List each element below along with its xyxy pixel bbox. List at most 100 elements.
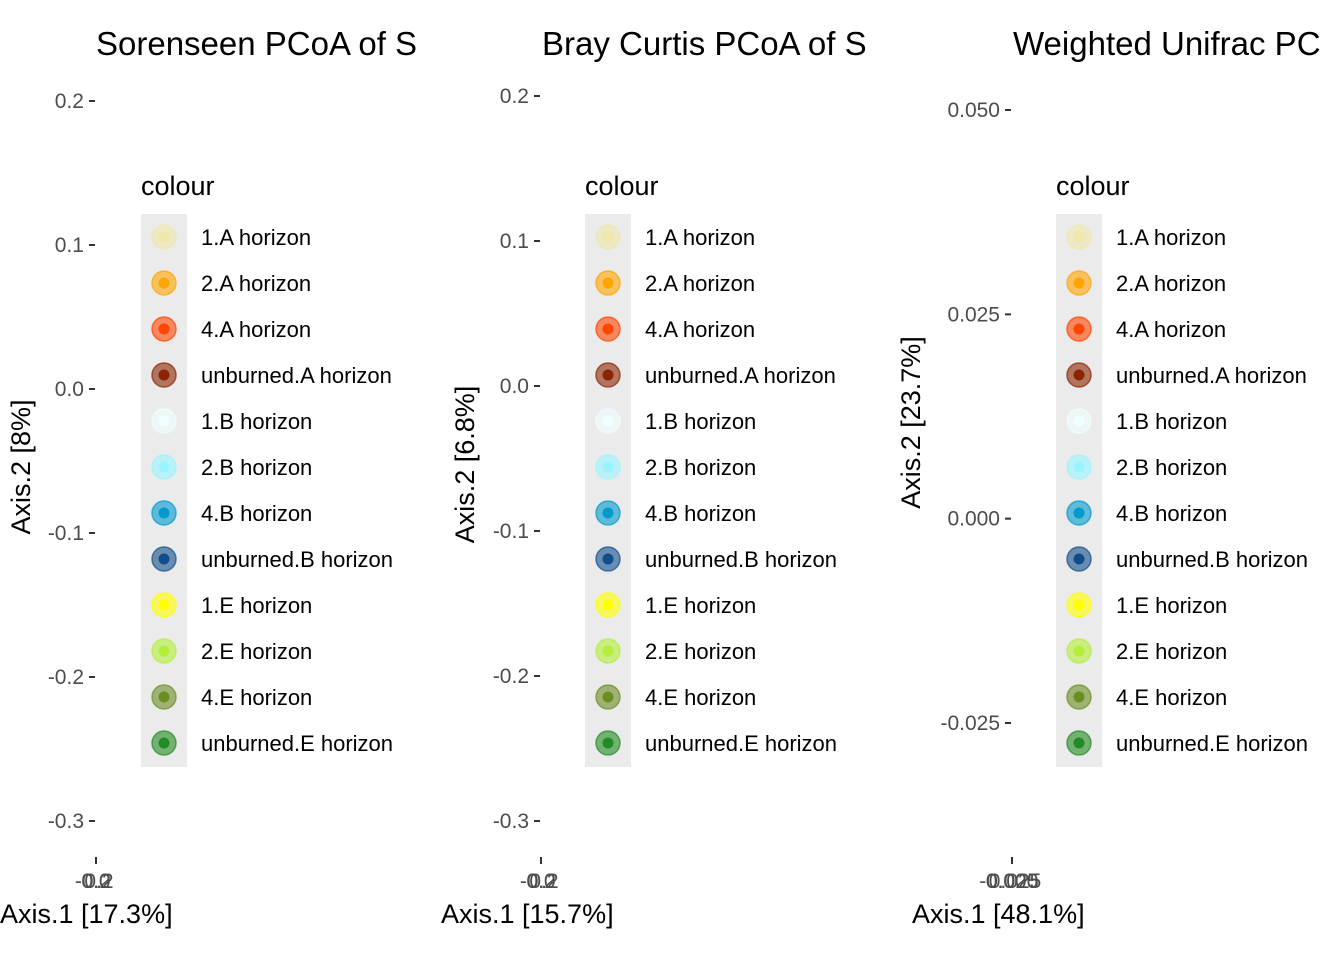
legend-item-label: unburned.E horizon bbox=[201, 731, 393, 756]
legend-item-label: 1.E horizon bbox=[201, 593, 312, 618]
legend-item: unburned.A horizon bbox=[1066, 362, 1307, 388]
legend-item-label: 2.A horizon bbox=[201, 271, 311, 296]
legend-item-label: 1.E horizon bbox=[1116, 593, 1227, 618]
legend-item: unburned.B horizon bbox=[151, 546, 393, 572]
legend-item-label: 4.A horizon bbox=[1116, 317, 1226, 342]
legend-key-dot bbox=[1073, 277, 1085, 289]
legend-key-dot bbox=[158, 645, 170, 657]
x-tick-label: -0.2 bbox=[520, 870, 556, 893]
legend-key-dot bbox=[158, 231, 170, 243]
legend-key-background bbox=[141, 214, 187, 767]
legend-key-background bbox=[585, 214, 631, 767]
legend-item: unburned.A horizon bbox=[151, 362, 392, 388]
legend-key-dot bbox=[602, 737, 614, 749]
panel-title: Weighted Unifrac PC bbox=[1013, 25, 1321, 62]
legend-item: 1.A horizon bbox=[1066, 224, 1226, 250]
legend-key-dot bbox=[1073, 461, 1085, 473]
x-tick-label: 0.2 bbox=[529, 870, 558, 893]
legend-item: 2.E horizon bbox=[1066, 638, 1227, 664]
legend-item: 4.A horizon bbox=[151, 316, 311, 342]
panel-title: Sorenseen PCoA of S bbox=[96, 25, 417, 62]
y-axis-label: Axis.2 [8%] bbox=[6, 399, 36, 534]
legend-item: 1.A horizon bbox=[595, 224, 755, 250]
legend-item-label: 2.E horizon bbox=[1116, 639, 1227, 664]
legend-key-dot bbox=[602, 553, 614, 565]
legend-key-dot bbox=[158, 599, 170, 611]
y-tick-label: -0.025 bbox=[940, 712, 1000, 735]
legend-item-label: unburned.A horizon bbox=[1116, 363, 1307, 388]
legend-item: 1.A horizon bbox=[151, 224, 311, 250]
legend-key-dot bbox=[1073, 599, 1085, 611]
legend-item-label: 2.B horizon bbox=[201, 455, 312, 480]
legend-item-label: 4.E horizon bbox=[1116, 685, 1227, 710]
legend-key-dot bbox=[158, 553, 170, 565]
legend-key-dot bbox=[602, 691, 614, 703]
legend-item-label: 2.B horizon bbox=[1116, 455, 1227, 480]
legend-item-label: unburned.A horizon bbox=[645, 363, 836, 388]
legend-item-label: 4.B horizon bbox=[645, 501, 756, 526]
legend-item-label: 1.B horizon bbox=[1116, 409, 1227, 434]
legend-item-label: 2.B horizon bbox=[645, 455, 756, 480]
legend-key-dot bbox=[158, 461, 170, 473]
y-tick-label: 0.000 bbox=[947, 508, 1000, 531]
legend-item: 2.E horizon bbox=[595, 638, 756, 664]
y-tick-label: 0.025 bbox=[947, 303, 1000, 326]
legend-item: unburned.E horizon bbox=[151, 730, 393, 756]
legend: colour 1.A horizon 2.A horizon 4.A horizon u… bbox=[1056, 171, 1308, 767]
legend-item: 2.B horizon bbox=[595, 454, 756, 480]
x-tick-label: 0.0 bbox=[526, 870, 555, 893]
legend-item: unburned.E horizon bbox=[1066, 730, 1308, 756]
legend-item-label: 4.E horizon bbox=[201, 685, 312, 710]
legend-item-label: unburned.E horizon bbox=[1116, 731, 1308, 756]
legend-item-label: 1.A horizon bbox=[1116, 225, 1226, 250]
legend-item: 4.E horizon bbox=[151, 684, 312, 710]
legend-key-dot bbox=[1073, 369, 1085, 381]
legend-item: 4.B horizon bbox=[1066, 500, 1227, 526]
legend-item-label: 4.A horizon bbox=[201, 317, 311, 342]
y-tick-label: -0.1 bbox=[48, 522, 84, 545]
legend-item: 4.B horizon bbox=[151, 500, 312, 526]
y-tick-label: -0.3 bbox=[493, 810, 529, 833]
legend-item-label: 4.B horizon bbox=[1116, 501, 1227, 526]
legend-item: 4.A horizon bbox=[1066, 316, 1226, 342]
legend-item: 4.E horizon bbox=[1066, 684, 1227, 710]
y-tick-label: -0.3 bbox=[48, 810, 84, 833]
legend-title: colour bbox=[585, 171, 659, 201]
x-tick-label: -0.025 bbox=[979, 870, 1039, 893]
legend-key-dot bbox=[1073, 737, 1085, 749]
legend-item: 2.A horizon bbox=[595, 270, 755, 296]
y-tick-label: 0.0 bbox=[500, 375, 529, 398]
legend-key-dot bbox=[602, 599, 614, 611]
legend-key-dot bbox=[602, 461, 614, 473]
legend-item: 2.A horizon bbox=[1066, 270, 1226, 296]
legend-key-dot bbox=[602, 507, 614, 519]
legend-item-label: 1.E horizon bbox=[645, 593, 756, 618]
legend-item-label: 4.E horizon bbox=[645, 685, 756, 710]
y-tick-label: 0.1 bbox=[500, 230, 529, 253]
legend-item: unburned.A horizon bbox=[595, 362, 836, 388]
legend-item-label: 2.E horizon bbox=[645, 639, 756, 664]
legend-key-dot bbox=[1073, 691, 1085, 703]
legend-item: 1.B horizon bbox=[595, 408, 756, 434]
legend-key-dot bbox=[158, 369, 170, 381]
legend-key-dot bbox=[1073, 415, 1085, 427]
x-tick-label: 0.2 bbox=[84, 870, 113, 893]
legend-item: 1.B horizon bbox=[1066, 408, 1227, 434]
legend-item: 1.B horizon bbox=[151, 408, 312, 434]
x-axis-label: Axis.1 [15.7%] bbox=[441, 899, 614, 929]
y-tick-label: 0.1 bbox=[55, 234, 84, 257]
legend-item-label: 4.B horizon bbox=[201, 501, 312, 526]
legend-item-label: unburned.B horizon bbox=[645, 547, 837, 572]
legend-item: 2.B horizon bbox=[1066, 454, 1227, 480]
legend-key-dot bbox=[1073, 323, 1085, 335]
legend-key-dot bbox=[1073, 231, 1085, 243]
legend-item: unburned.B horizon bbox=[1066, 546, 1308, 572]
legend-item: 4.B horizon bbox=[595, 500, 756, 526]
y-tick-label: 0.0 bbox=[55, 378, 84, 401]
legend-item: 1.E horizon bbox=[151, 592, 312, 618]
legend-key-dot bbox=[158, 323, 170, 335]
x-axis-label: Axis.1 [48.1%] bbox=[912, 899, 1085, 929]
y-tick-label: 0.2 bbox=[500, 85, 529, 108]
panel-title: Bray Curtis PCoA of S bbox=[542, 25, 867, 62]
